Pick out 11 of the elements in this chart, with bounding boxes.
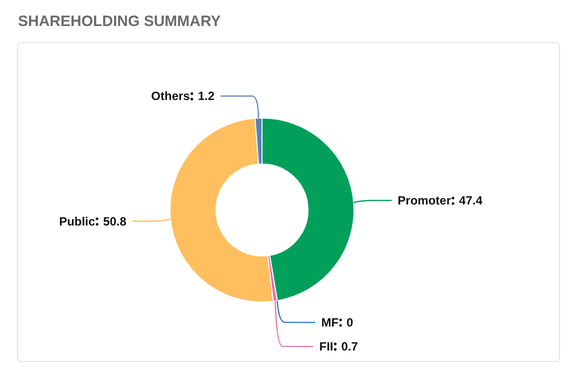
slice-label: Public [59, 214, 96, 228]
category-label: MF [321, 315, 339, 330]
data-label: 1.2 [198, 89, 215, 104]
data-label: 47.4 [459, 194, 483, 208]
slice-label: Others [151, 89, 190, 104]
chart-title: SHAREHOLDING SUMMARY [18, 13, 221, 30]
data-label: 50.8 [103, 214, 127, 228]
text: 0 [346, 315, 354, 330]
slice-label: FII [319, 339, 334, 354]
slice-label: Promoter [398, 194, 452, 208]
data-label: 0.7 [341, 339, 358, 354]
